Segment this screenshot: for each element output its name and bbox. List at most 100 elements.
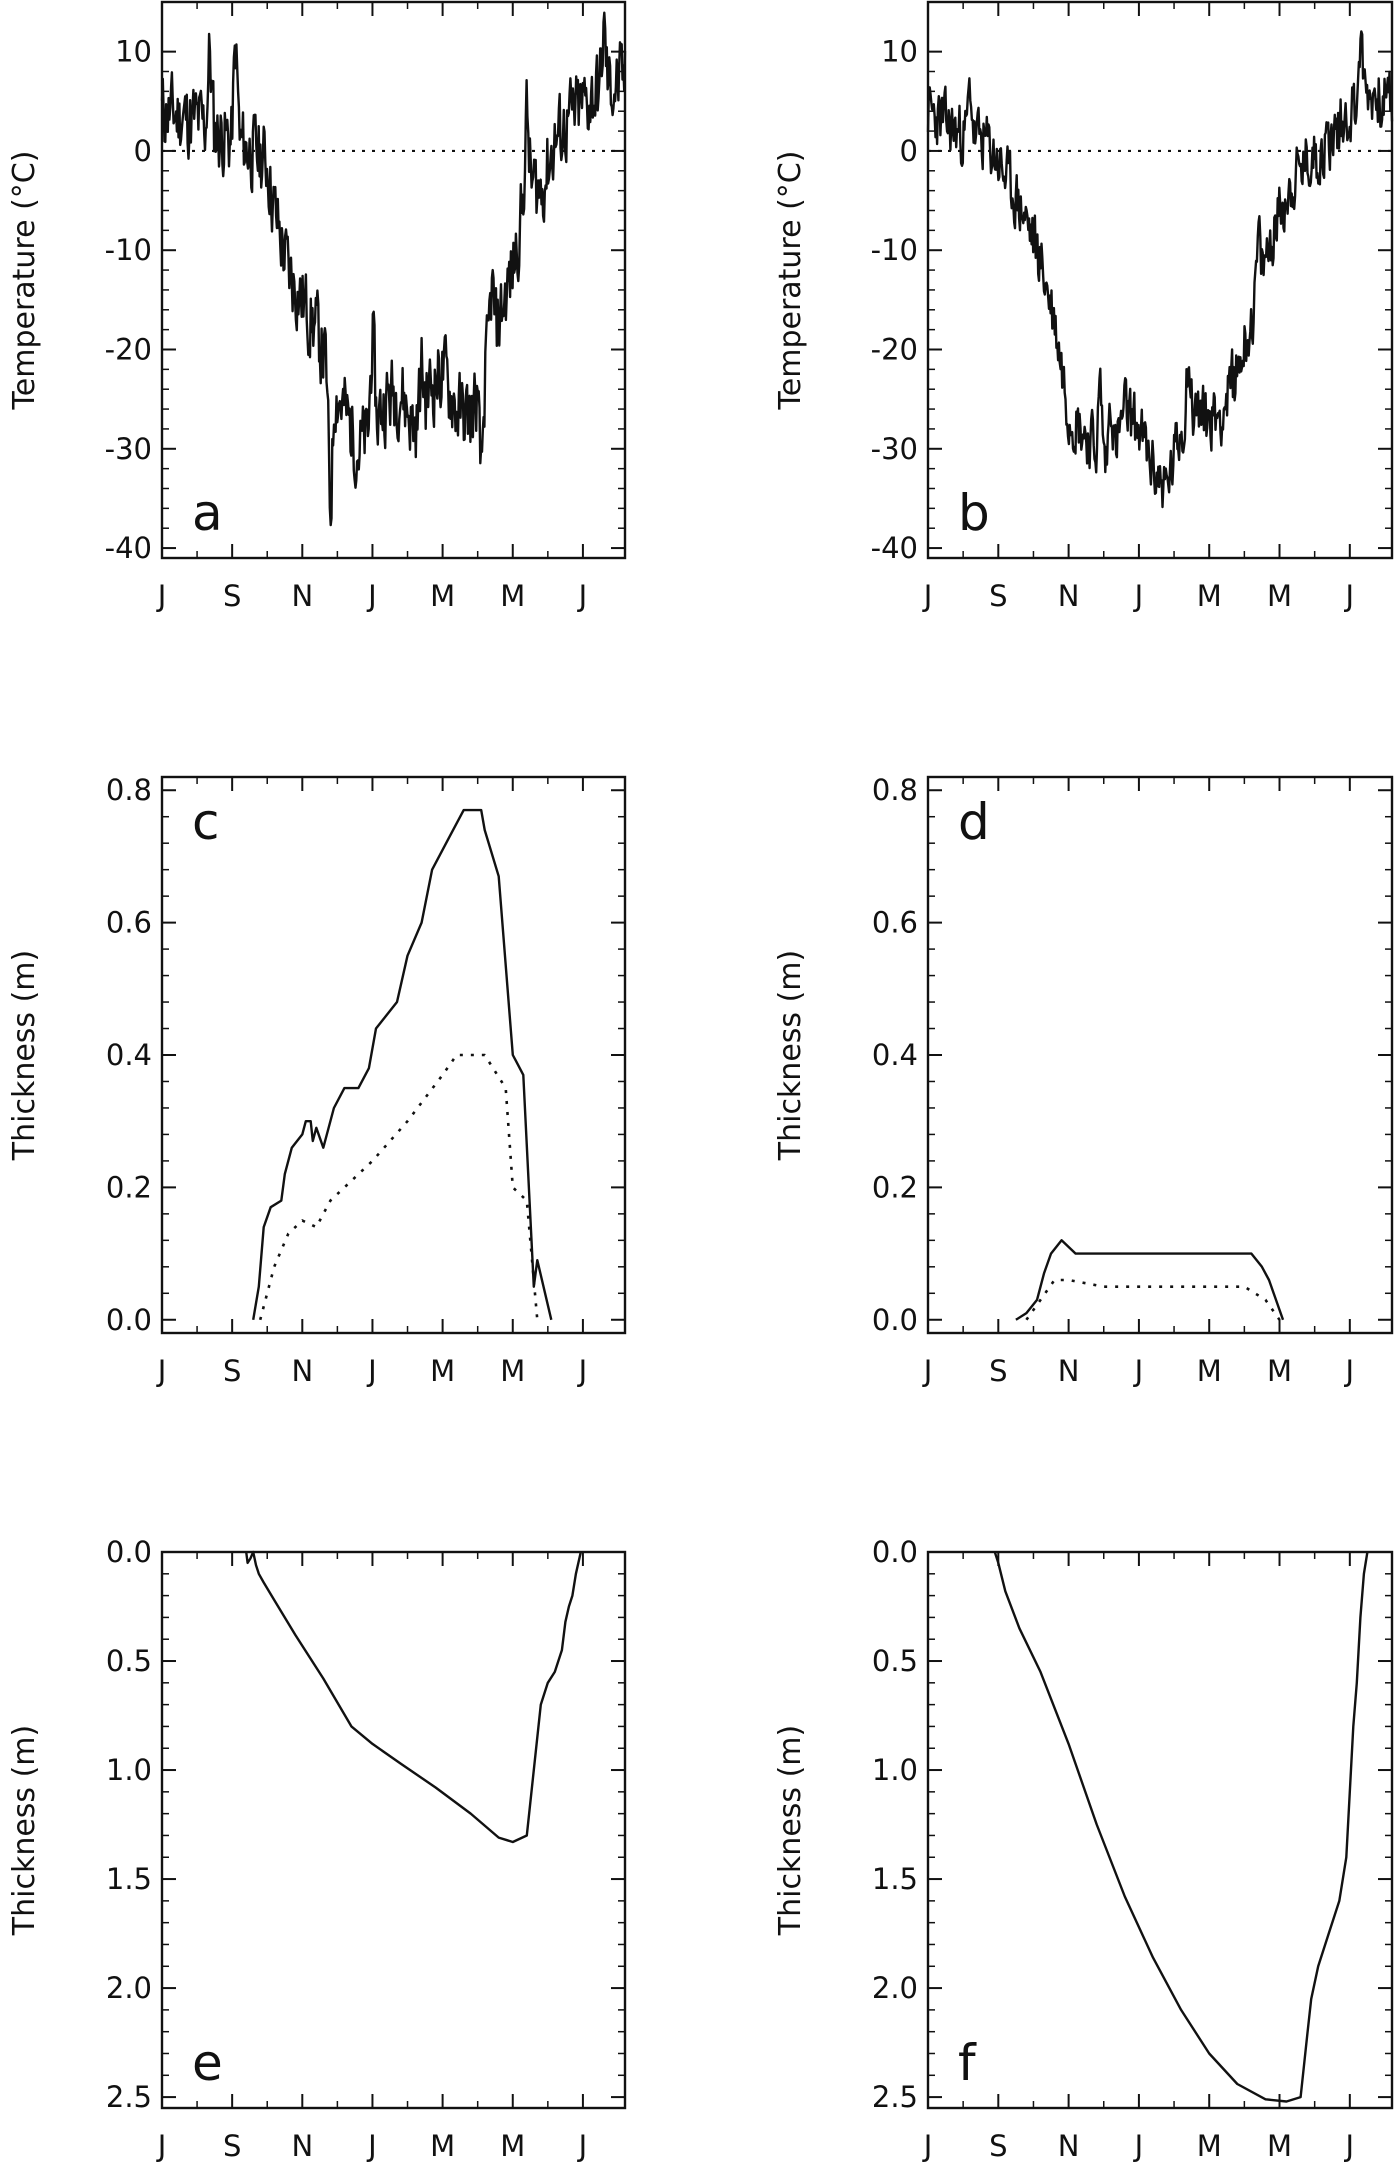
x-tick-label: S (989, 579, 1007, 613)
panel-letter: e (192, 2034, 223, 2092)
x-tick-label: S (223, 2129, 241, 2163)
y-axis-label: Temperature (°C) (773, 151, 808, 411)
y-tick-label: 0.4 (106, 1038, 152, 1072)
plot-frame (926, 775, 1394, 1335)
y-tick-label: 0.0 (106, 1303, 152, 1337)
x-tick-label: M (500, 1354, 525, 1388)
panel-letter: c (192, 793, 220, 851)
x-tick-label: J (156, 2129, 167, 2163)
y-tick-label: -40 (105, 531, 152, 565)
panel-letter: d (958, 793, 990, 851)
x-tick-label: J (1133, 1354, 1144, 1388)
plot-frame (926, 0, 1394, 560)
x-tick-label: M (1267, 2129, 1292, 2163)
x-tick-label: S (223, 1354, 241, 1388)
y-tick-label: 10 (115, 35, 152, 69)
y-tick-label: 0.8 (872, 773, 918, 807)
x-tick-label: J (1344, 1354, 1355, 1388)
x-tick-label: J (1133, 579, 1144, 613)
x-tick-label: M (1267, 1354, 1292, 1388)
x-tick-label: J (1344, 579, 1355, 613)
y-tick-label: 0.6 (872, 906, 918, 940)
plot-frame (160, 0, 627, 560)
panel-c: 0.0 0.2 0.4 0.6 0.8 J S N J M M J Thickness (m) c (7, 773, 627, 1388)
y-tick-label: 0.5 (106, 1644, 152, 1678)
y-tick-label: 1.0 (872, 1753, 918, 1787)
x-tick-label: M (1197, 579, 1222, 613)
x-tick-label: S (989, 1354, 1007, 1388)
x-tick-label: J (922, 2129, 933, 2163)
panel-letter: f (958, 2034, 977, 2092)
x-tick-label: J (366, 1354, 377, 1388)
y-tick-label: -30 (105, 432, 152, 466)
x-tick-label: J (1344, 2129, 1355, 2163)
x-tick-label: S (989, 2129, 1007, 2163)
y-axis-label: Thickness (m) (773, 1725, 808, 1936)
x-tick-label: S (223, 579, 241, 613)
y-tick-label: -10 (105, 233, 152, 267)
x-tick-label: N (1058, 2129, 1080, 2163)
y-tick-label: 0.5 (872, 1644, 918, 1678)
x-tick-label: M (500, 2129, 525, 2163)
plot-frame (926, 1550, 1394, 2110)
series-line (993, 1551, 1369, 2103)
series-line-dotted (258, 1053, 539, 1321)
y-tick-label: 0 (134, 134, 152, 168)
series-line (926, 30, 1394, 509)
x-tick-label: N (291, 1354, 313, 1388)
x-tick-label: J (577, 1354, 588, 1388)
y-tick-label: 2.5 (106, 2080, 152, 2114)
y-tick-label: -40 (871, 531, 918, 565)
y-axis-label: Thickness (m) (7, 1725, 42, 1936)
y-tick-label: 2.0 (106, 1971, 152, 2005)
x-tick-label: M (1267, 579, 1292, 613)
series-line (245, 1550, 582, 1844)
y-tick-label: 0.0 (872, 1303, 918, 1337)
y-axis-label: Thickness (m) (773, 950, 808, 1161)
x-tick-label: J (156, 1354, 167, 1388)
y-tick-label: -10 (871, 233, 918, 267)
y-tick-label: 0.6 (106, 906, 152, 940)
panel-d: 0.0 0.2 0.4 0.6 0.8 J S N J M M J Thickness (m) d (773, 773, 1394, 1388)
x-tick-label: M (430, 1354, 455, 1388)
x-tick-label: J (366, 2129, 377, 2163)
panel-letter: a (192, 484, 223, 542)
y-tick-label: 0.2 (872, 1170, 918, 1204)
y-tick-label: 10 (881, 35, 918, 69)
series-line-dotted (1025, 1278, 1281, 1321)
y-tick-label: 1.5 (872, 1862, 918, 1896)
y-tick-label: 2.0 (872, 1971, 918, 2005)
x-tick-label: N (1058, 1354, 1080, 1388)
y-axis-label: Temperature (°C) (7, 151, 42, 411)
x-tick-label: J (366, 579, 377, 613)
y-tick-label: 1.5 (106, 1862, 152, 1896)
y-tick-label: 1.0 (106, 1753, 152, 1787)
y-tick-label: 0.0 (106, 1535, 152, 1569)
x-tick-label: J (577, 579, 588, 613)
x-tick-label: M (1197, 2129, 1222, 2163)
y-axis-label: Thickness (m) (7, 950, 42, 1161)
x-tick-label: J (577, 2129, 588, 2163)
y-tick-label: -20 (871, 333, 918, 367)
x-tick-label: J (1133, 2129, 1144, 2163)
y-tick-label: 0.8 (106, 773, 152, 807)
plot-frame (160, 775, 627, 1335)
x-tick-label: M (430, 2129, 455, 2163)
y-tick-label: 0.4 (872, 1038, 918, 1072)
series-line (160, 11, 627, 527)
plot-frame (160, 1550, 627, 2110)
y-tick-label: 0.0 (872, 1535, 918, 1569)
x-tick-label: M (500, 579, 525, 613)
x-tick-label: N (291, 2129, 313, 2163)
y-tick-label: -30 (871, 432, 918, 466)
y-tick-label: 2.5 (872, 2080, 918, 2114)
x-tick-label: M (1197, 1354, 1222, 1388)
y-tick-label: 0 (900, 134, 918, 168)
x-tick-label: N (1058, 579, 1080, 613)
x-tick-label: N (291, 579, 313, 613)
y-tick-label: 0.2 (106, 1170, 152, 1204)
